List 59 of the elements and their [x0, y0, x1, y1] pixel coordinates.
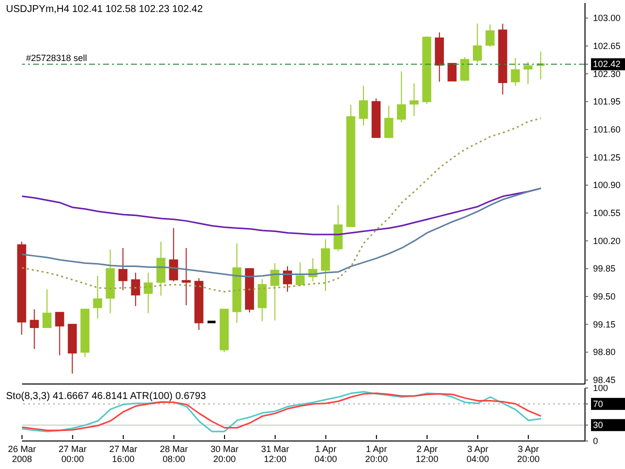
- candlestick: [156, 241, 166, 296]
- candlestick: [55, 312, 64, 356]
- y-tick-label: 0: [593, 436, 598, 446]
- y-tick-label: 101.25: [593, 152, 621, 162]
- y-tick-label: 99.50: [593, 292, 616, 302]
- x-tick-label: 3 Apr 04:00: [466, 444, 489, 464]
- y-tick-label: 100.20: [593, 236, 621, 246]
- x-tick-label: 30 Mar 20:00: [210, 444, 239, 464]
- candlestick: [131, 272, 140, 307]
- y-tick-label: 30: [593, 420, 604, 430]
- x-tick-label: 28 Mar 08:00: [160, 444, 188, 464]
- candlestick: [510, 57, 520, 86]
- y-tick-label: 102.42: [593, 59, 621, 70]
- y-tick-label: 99.85: [593, 264, 616, 274]
- y-tick-label: 102.30: [593, 68, 621, 79]
- candlestick: [472, 23, 482, 64]
- chart-title: USDJPYm,H4 102.41 102.58 102.23 102.42: [6, 4, 203, 15]
- y-tick-label: 70: [593, 398, 604, 409]
- candlestick: [42, 288, 52, 328]
- candlestick: [169, 228, 178, 282]
- candlestick: [486, 24, 495, 48]
- x-tick-label: 3 Apr 20:00: [517, 444, 540, 464]
- candlestick: [258, 278, 267, 322]
- y-tick-label: 102.65: [593, 40, 621, 51]
- x-tick-label: 27 Mar 00:00: [58, 444, 87, 464]
- x-tick-label: 26 Mar 2008: [8, 444, 36, 464]
- y-tick-label: 103.00: [593, 13, 621, 24]
- candlestick: [296, 262, 305, 287]
- y-tick-label: 100.55: [593, 208, 621, 218]
- annotation: Sto(8,3,3) 41.6667 46.8141 ATR(100) 0.6793: [6, 391, 206, 402]
- candlestick: [358, 85, 368, 126]
- candlestick: [93, 275, 102, 320]
- y-tick-label: 98.45: [593, 375, 616, 386]
- candlestick: [30, 308, 39, 350]
- x-tick-label: 1 Apr 04:00: [314, 444, 338, 464]
- x-tick-label: 1 Apr 20:00: [365, 444, 388, 464]
- y-tick-label: 100: [593, 383, 608, 393]
- candlestick: [283, 266, 292, 292]
- x-tick-label: 2 Apr 12:00: [416, 444, 438, 464]
- candlestick: [144, 272, 153, 314]
- candlestick: [182, 247, 191, 306]
- ref-line-label: #25728318 sell: [26, 53, 88, 64]
- y-tick-label: 101.95: [593, 96, 621, 107]
- x-tick-label: 27 Mar 16:00: [109, 444, 138, 464]
- y-tick-label: 99.15: [593, 319, 616, 330]
- candlestick: [410, 82, 419, 116]
- candlestick: [460, 56, 470, 82]
- y-tick-label: 100.90: [593, 180, 621, 190]
- candlestick: [270, 262, 280, 321]
- candlestick: [524, 61, 533, 85]
- candlestick: [320, 238, 330, 292]
- y-tick-label: 98.80: [593, 347, 616, 358]
- candlestick: [448, 62, 457, 82]
- candlestick: [396, 70, 406, 123]
- x-tick-label: 31 Mar 12:00: [261, 444, 290, 464]
- candlestick: [118, 247, 128, 291]
- y-tick-label: 101.60: [593, 124, 621, 134]
- candlestick: [334, 204, 343, 252]
- candlestick: [384, 105, 394, 139]
